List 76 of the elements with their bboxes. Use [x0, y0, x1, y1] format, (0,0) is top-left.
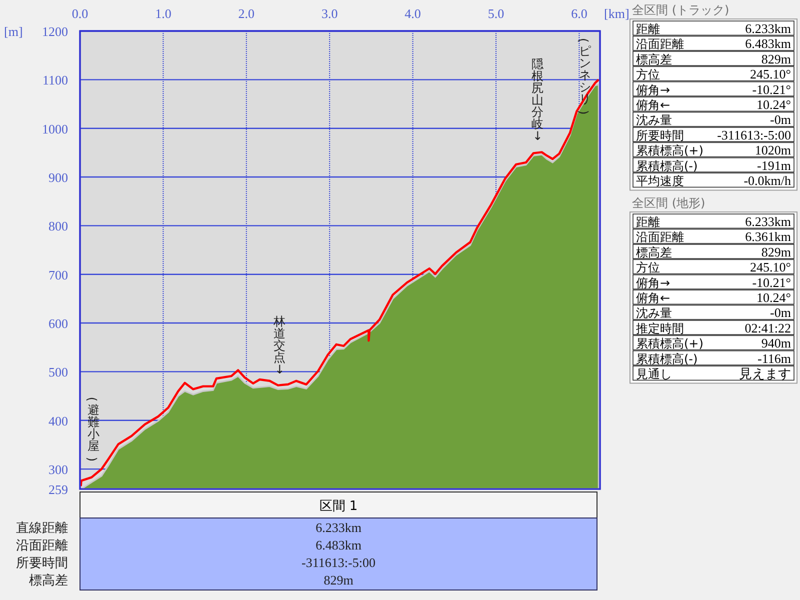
text: 標高差 — [636, 52, 672, 66]
x-tick-label: 3.0 — [321, 6, 338, 21]
y-tick-label: 300 — [48, 462, 68, 478]
y-tick-label: 400 — [48, 413, 68, 428]
x-tick-label: 0.0 — [72, 6, 88, 21]
text: -0m — [770, 112, 791, 128]
text: 俯角→ — [636, 276, 670, 290]
y-tick-label: 800 — [48, 218, 68, 234]
text: 10.24° — [756, 97, 791, 112]
y-tick-label: 500 — [48, 364, 68, 380]
text: 6.483km — [316, 538, 362, 552]
text: -0.0km/h — [744, 173, 792, 188]
text: 推定時間 — [636, 321, 684, 336]
text: -0m — [770, 305, 791, 320]
text: -311613:-5:00 — [302, 555, 376, 570]
text: 245.10° — [750, 260, 791, 275]
text: 方位 — [636, 68, 660, 82]
x-tick-label: 6.0 — [571, 6, 588, 21]
text: 距離 — [636, 22, 660, 36]
text: 標高差 — [29, 572, 68, 588]
y-tick-label: 600 — [48, 316, 68, 332]
text: 全区間 (トラック) — [632, 3, 730, 17]
text: -116m — [758, 350, 791, 366]
text: 1020m — [754, 142, 791, 158]
text: 累積標高(-) — [636, 158, 698, 173]
x-tick-label: 4.0 — [404, 6, 421, 21]
text: -311613:-5:00 — [717, 127, 791, 142]
text: -10.21° — [752, 274, 791, 290]
text: 見通し — [636, 367, 672, 381]
text: 6.483km — [745, 36, 791, 52]
x-tick-label: 1.0 — [155, 6, 172, 21]
text: 累積標高(-) — [636, 352, 698, 366]
text: 距離 — [636, 215, 660, 229]
text: 直線距離 — [16, 521, 68, 536]
text: 829m — [761, 51, 791, 66]
text: 方位 — [636, 260, 660, 275]
y-tick-label: 700 — [48, 267, 68, 282]
text: 940m — [761, 336, 791, 351]
text: 沿面距離 — [16, 538, 68, 554]
text: -10.21° — [752, 82, 791, 97]
text: 6.233km — [745, 21, 791, 36]
text: 全区間 (地形) — [632, 196, 706, 210]
text: 平均速度 — [636, 174, 684, 188]
x-tick-label: 5.0 — [488, 6, 504, 21]
text: 6.233km — [316, 520, 362, 535]
text: 俯角← — [636, 291, 670, 305]
text: 沈み量 — [636, 306, 672, 320]
text: 俯角← — [636, 98, 670, 112]
text: 標高差 — [636, 245, 672, 260]
y-tick-label: 1200 — [42, 24, 68, 39]
text: 区間 1 — [319, 499, 358, 514]
y-tick-label: 900 — [48, 170, 68, 186]
y-tick-label: 259 — [48, 482, 68, 497]
text: 245.10° — [750, 66, 791, 82]
text: 見えます — [739, 366, 791, 381]
y-tick-label: 1100 — [42, 72, 68, 88]
text: 02:41:22 — [744, 320, 791, 336]
x-tick-label: 2.0 — [238, 6, 255, 21]
text: 6.361km — [745, 229, 791, 244]
text: 829m — [324, 572, 354, 588]
x-axis-title: [km] — [604, 6, 630, 21]
text: 沈み量 — [636, 113, 672, 128]
y-axis-title: [m] — [4, 24, 23, 39]
text: 沿面距離 — [636, 37, 684, 52]
text: 所要時間 — [636, 128, 684, 142]
text: 所要時間 — [16, 556, 68, 571]
text: 累積標高(+) — [636, 336, 704, 351]
text: 累積標高(+) — [636, 144, 704, 158]
text: 10.24° — [756, 290, 791, 305]
text: -191m — [757, 158, 791, 173]
text: 俯角→ — [636, 82, 670, 97]
text: 829m — [761, 244, 791, 260]
text: 6.233km — [745, 214, 791, 229]
y-tick-label: 1000 — [42, 121, 68, 136]
text: 沿面距離 — [636, 230, 684, 244]
annotation: (ピンネシリ) — [576, 38, 591, 115]
